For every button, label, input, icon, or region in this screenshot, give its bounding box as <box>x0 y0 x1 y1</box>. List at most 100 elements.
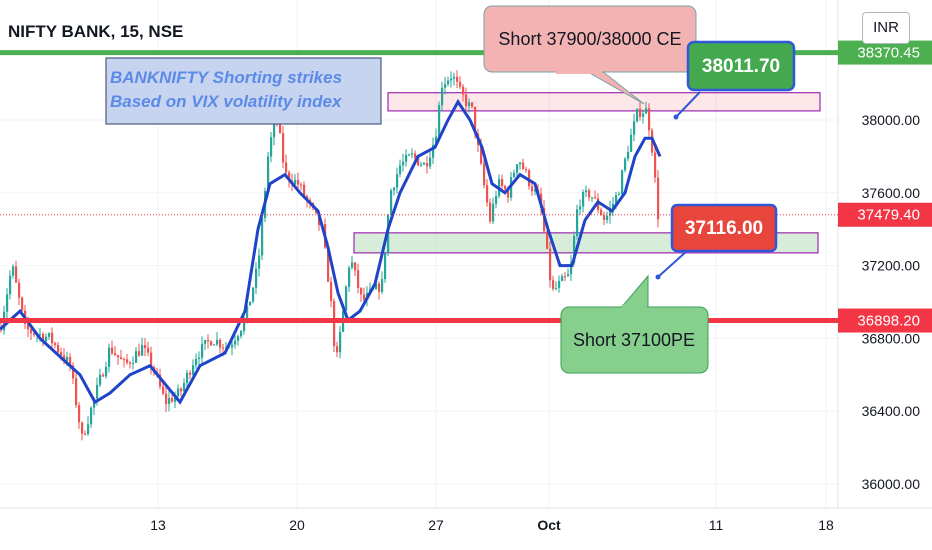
note-line: Based on VIX volatility index <box>110 92 343 111</box>
candle-body <box>42 334 45 342</box>
candle-body <box>63 355 66 361</box>
price-down-pointer <box>657 249 689 278</box>
candle-body <box>558 280 561 288</box>
candle-body <box>606 215 609 220</box>
candle-body <box>237 336 240 341</box>
candle-body <box>201 343 204 358</box>
candle-body <box>45 336 48 342</box>
candle-body <box>513 172 516 178</box>
candle-body <box>552 280 555 289</box>
callout-pe-text: Short 37100PE <box>573 330 695 350</box>
candle-body <box>51 332 54 344</box>
candle-body <box>72 365 75 379</box>
candle-body <box>645 108 648 114</box>
candle-body <box>303 184 306 197</box>
candle-body <box>474 106 477 134</box>
x-tick-label: 13 <box>150 517 166 533</box>
candle-body <box>168 397 171 404</box>
price-up-box <box>686 40 796 92</box>
candle-body <box>39 334 42 336</box>
candle-body <box>576 209 579 237</box>
candle-body <box>60 352 63 356</box>
candle-body <box>555 287 558 289</box>
x-axis-ticks: 13 20 27 Oct 11 18 <box>150 517 834 533</box>
candle-body <box>351 262 354 268</box>
candle-body <box>423 163 426 165</box>
candle-body <box>27 323 30 330</box>
candle-body <box>165 393 168 404</box>
candle-body <box>87 424 90 435</box>
candle-body <box>345 286 348 311</box>
candle-body <box>90 407 93 425</box>
candle-body <box>657 177 660 220</box>
candle-body <box>618 193 621 196</box>
y-tick-label: 36400.00 <box>862 403 921 419</box>
candle-body <box>81 422 84 434</box>
candle-body <box>501 179 504 187</box>
candle-body <box>378 283 381 292</box>
candle-body <box>624 158 627 171</box>
candle-body <box>288 172 291 182</box>
candle-body <box>414 153 417 158</box>
x-tick-label: 11 <box>709 517 724 533</box>
price-down-text: 37116.00 <box>685 218 763 239</box>
price-up-dot <box>673 114 679 120</box>
moving-average-line <box>0 98 662 405</box>
y-tick-label: 38000.00 <box>862 112 921 128</box>
candle-body <box>402 161 405 166</box>
annotations-layer: BANKNIFTY Shorting strikes Based on VIX v… <box>105 5 796 374</box>
candle-body <box>279 118 282 134</box>
candle-body <box>111 347 114 354</box>
price-axis[interactable] <box>838 0 932 508</box>
candle-body <box>570 262 573 275</box>
candle-body <box>435 136 438 145</box>
candle-body <box>195 358 198 366</box>
candle-body <box>186 372 189 384</box>
x-tick-label: 27 <box>428 517 444 533</box>
candle-body <box>648 108 651 131</box>
level-price-label: 36898.20 <box>857 313 920 330</box>
candle-body <box>450 78 453 81</box>
candle-body <box>162 386 165 394</box>
candle-body <box>627 151 630 159</box>
candle-body <box>255 268 258 288</box>
candle-body <box>138 351 141 356</box>
candle-body <box>612 203 615 209</box>
candle-body <box>357 270 360 289</box>
candle-body <box>66 356 69 361</box>
candle-body <box>213 344 216 346</box>
x-tick-label: Oct <box>537 517 561 533</box>
candle-body <box>354 262 357 271</box>
candle-body <box>117 355 120 358</box>
candle-body <box>531 186 534 192</box>
candle-body <box>582 192 585 207</box>
candle-body <box>486 185 489 203</box>
candle-body <box>174 396 177 402</box>
candle-body <box>267 156 270 192</box>
candle-body <box>219 339 222 348</box>
x-tick-label: 18 <box>818 517 834 533</box>
candle-body <box>348 267 351 287</box>
candle-body <box>105 366 108 377</box>
candle-body <box>15 266 18 283</box>
y-tick-label: 36000.00 <box>862 476 921 492</box>
candle-body <box>183 383 186 392</box>
candle-body <box>390 190 393 215</box>
candle-body <box>504 186 507 190</box>
candle-body <box>234 340 237 345</box>
candle-body <box>282 133 285 163</box>
currency-button[interactable]: INR <box>862 12 910 44</box>
candle-body <box>336 346 339 353</box>
candle-body <box>108 347 111 367</box>
price-down-box <box>670 203 778 253</box>
candle-body <box>30 329 33 334</box>
candle-body <box>33 333 36 335</box>
candle-body <box>642 113 645 117</box>
candle-body <box>438 105 441 137</box>
note-box <box>105 57 382 125</box>
candle-body <box>339 331 342 353</box>
candle-body <box>75 378 78 406</box>
candle-body <box>594 197 597 199</box>
y-tick-label: 37200.00 <box>862 258 921 274</box>
